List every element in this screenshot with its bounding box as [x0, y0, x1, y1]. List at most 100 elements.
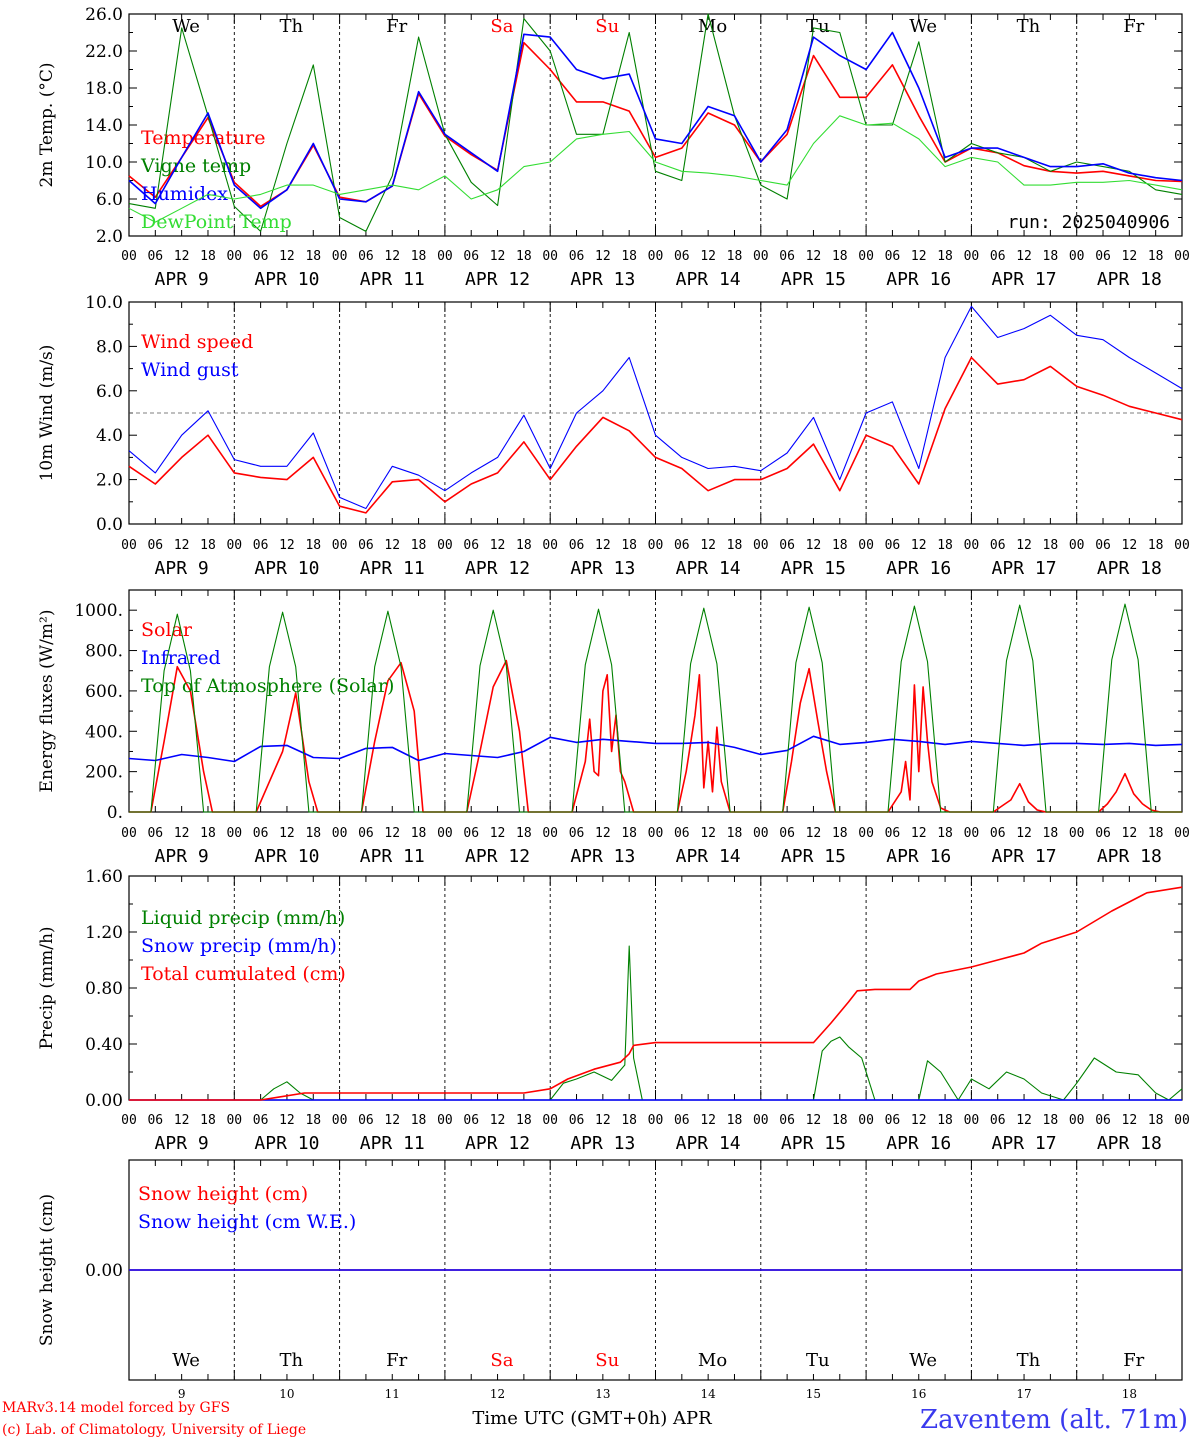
- x-date-label: APR 13: [570, 846, 635, 867]
- day-name-label: Th: [1017, 16, 1041, 37]
- x-hour-label: 06: [358, 1113, 374, 1128]
- x-hour-label: 00: [1174, 538, 1190, 553]
- y-tick-label: 2.0: [96, 227, 123, 247]
- x-hour-label: 18: [1148, 1113, 1164, 1128]
- x-hour-label: 06: [779, 1113, 795, 1128]
- x-hour-label: 12: [384, 249, 400, 264]
- x-hour-label: 12: [174, 1113, 190, 1128]
- x-hour-label: 12: [174, 538, 190, 553]
- x-hour-label: 00: [437, 1113, 453, 1128]
- x-hour-label: 06: [147, 826, 163, 841]
- x-hour-label: 00: [226, 249, 242, 264]
- x-hour-label: 12: [595, 826, 611, 841]
- x-hour-label: 18: [937, 826, 953, 841]
- x-hour-label: 18: [305, 1113, 321, 1128]
- x-hour-label: 12: [279, 1113, 295, 1128]
- x-hour-label: 18: [621, 538, 637, 553]
- x-hour-label: 18: [1043, 538, 1059, 553]
- x-date-label: APR 13: [570, 558, 635, 579]
- x-hour-label: 00: [753, 826, 769, 841]
- day-name-label: We: [909, 16, 937, 37]
- x-hour-label: 18: [200, 1113, 216, 1128]
- x-hour-label: 06: [1095, 1113, 1111, 1128]
- x-hour-label: 06: [990, 538, 1006, 553]
- x-hour-label: 12: [700, 826, 716, 841]
- day-name-label: Tu: [806, 1350, 830, 1371]
- x-hour-label: 06: [885, 538, 901, 553]
- day-name-label: Sa: [490, 16, 513, 37]
- x-hour-label: 00: [437, 249, 453, 264]
- y-tick-label: 200.: [85, 763, 123, 783]
- x-date-label: APR 17: [992, 558, 1057, 579]
- x-hour-label: 18: [727, 826, 743, 841]
- x-date-label: APR 9: [155, 846, 209, 867]
- x-hour-label: 00: [753, 538, 769, 553]
- x-hour-label: 06: [253, 1113, 269, 1128]
- x-hour-label: 00: [648, 538, 664, 553]
- x-hour-label: 00: [1069, 538, 1085, 553]
- x-hour-label: 00: [437, 826, 453, 841]
- x-hour-label: 06: [990, 1113, 1006, 1128]
- x-hour-label: 00: [542, 538, 558, 553]
- panel-1: 26.0 22.0 18.0 14.0 10.0 6.0 2.0 2m Temp. (°C) 0…: [37, 5, 1190, 290]
- x-hour-label: 18: [621, 1113, 637, 1128]
- footer: MARv3.14 model forced by GFS (c) Lab. of…: [2, 1400, 1188, 1438]
- x-hour-label: 18: [411, 1113, 427, 1128]
- y-axis-label: Energy fluxes (W/m²): [37, 610, 57, 793]
- x-hour-label: 00: [437, 538, 453, 553]
- x-hour-label: 06: [463, 249, 479, 264]
- x-date-label: APR 11: [360, 846, 425, 867]
- day-name-label: Fr: [1123, 16, 1144, 37]
- y-tick-label: 26.0: [85, 5, 123, 25]
- y-tick-label: 800.: [85, 642, 123, 662]
- x-hour-label: 18: [1148, 538, 1164, 553]
- x-hour-label: 06: [885, 826, 901, 841]
- x-hour-label: 00: [542, 249, 558, 264]
- x-hour-label: 18: [832, 1113, 848, 1128]
- x-hour-label: 12: [279, 826, 295, 841]
- x-hour-label: 00: [121, 826, 137, 841]
- day-number-label: 14: [701, 1387, 717, 1401]
- x-hour-label: 18: [1043, 249, 1059, 264]
- day-name-label: Fr: [386, 1350, 407, 1371]
- y-tick-label: 2.0: [96, 471, 123, 491]
- day-name-label: Th: [1017, 1350, 1041, 1371]
- day-name-label: Fr: [1123, 1350, 1144, 1371]
- x-hour-label: 06: [885, 1113, 901, 1128]
- x-hour-label: 00: [858, 538, 874, 553]
- x-hour-label: 00: [1069, 249, 1085, 264]
- x-date-label: APR 17: [992, 269, 1057, 290]
- x-hour-label: 00: [648, 1113, 664, 1128]
- x-hour-label: 06: [569, 249, 585, 264]
- x-hour-label: 18: [200, 249, 216, 264]
- legend-entry: DewPoint Temp: [141, 211, 292, 233]
- x-date-label: APR 14: [676, 269, 741, 290]
- x-hour-label: 06: [253, 249, 269, 264]
- x-hour-label: 12: [490, 249, 506, 264]
- legend-entry: Temperature: [141, 127, 265, 149]
- x-hour-label: 06: [779, 826, 795, 841]
- meteogram-panels: 26.0 22.0 18.0 14.0 10.0 6.0 2.0 2m Temp. (°C) 0…: [37, 5, 1190, 1401]
- day-name-label: Su: [595, 16, 619, 37]
- x-hour-label: 18: [305, 249, 321, 264]
- x-hour-label: 12: [1016, 1113, 1032, 1128]
- x-hour-label: 00: [648, 249, 664, 264]
- series-line-liquid-precip-mm-h: [129, 945, 1183, 1101]
- x-hour-label: 12: [1122, 1113, 1138, 1128]
- x-hour-label: 18: [832, 826, 848, 841]
- x-hour-label: 06: [358, 538, 374, 553]
- legend-entry: Infrared: [141, 647, 221, 669]
- x-date-label: APR 15: [781, 269, 846, 290]
- x-date-label: APR 10: [254, 1133, 319, 1154]
- y-tick-label: 10.0: [85, 153, 123, 173]
- y-tick-label: 0.00: [85, 1261, 123, 1281]
- series-line-solar: [129, 659, 1182, 813]
- y-axis-label: 2m Temp. (°C): [37, 62, 57, 187]
- x-hour-label: 06: [885, 249, 901, 264]
- y-tick-label: 8.0: [96, 337, 123, 357]
- x-hour-label: 18: [832, 538, 848, 553]
- x-date-label: APR 15: [781, 558, 846, 579]
- x-hour-label: 12: [384, 538, 400, 553]
- x-date-label: APR 14: [676, 846, 741, 867]
- x-hour-label: 12: [806, 538, 822, 553]
